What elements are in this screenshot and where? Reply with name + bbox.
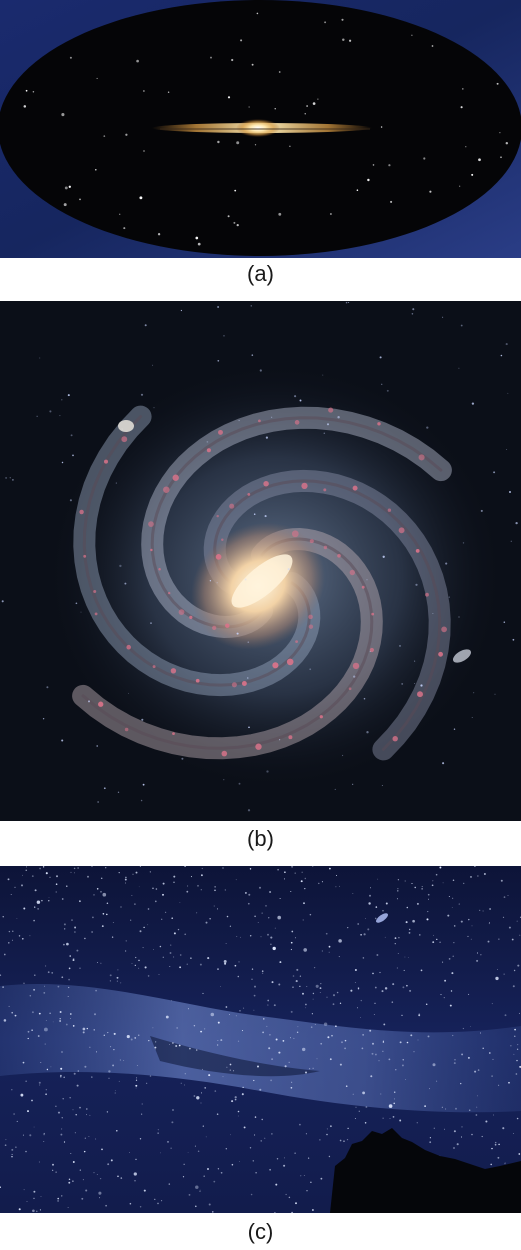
satellite-galaxy bbox=[118, 420, 134, 432]
stars bbox=[1, 301, 518, 812]
galaxy-bar bbox=[231, 554, 293, 608]
star-forming-regions bbox=[79, 407, 447, 757]
caption-a: (a) bbox=[247, 261, 274, 286]
night-sky-photo bbox=[0, 866, 521, 1213]
spiral-galaxy-graphic bbox=[0, 301, 521, 821]
andromeda-galaxy bbox=[376, 913, 388, 923]
all-sky-edge-on-image bbox=[0, 0, 521, 258]
caption-b: (b) bbox=[247, 826, 274, 851]
tree-silhouette bbox=[330, 1128, 521, 1213]
all-sky-ellipse-graphic bbox=[0, 0, 521, 258]
galactic-bulge bbox=[236, 119, 280, 137]
milky-way-band bbox=[0, 983, 521, 1113]
satellite-galaxy-2 bbox=[452, 649, 472, 663]
night-sky-graphic bbox=[0, 866, 521, 1213]
stars bbox=[23, 12, 509, 246]
dust-lane bbox=[150, 1036, 320, 1077]
caption-c: (c) bbox=[247, 1219, 274, 1244]
spiral-galaxy-image bbox=[0, 301, 521, 821]
